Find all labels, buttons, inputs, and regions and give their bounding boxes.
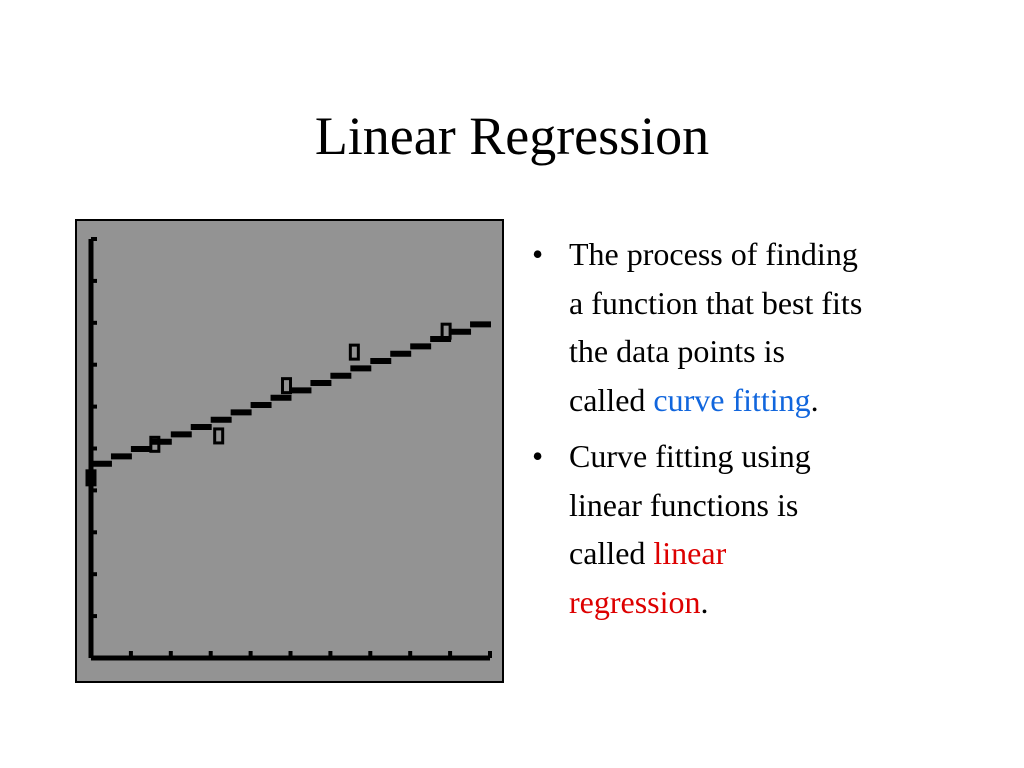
bullet-line: a function that best fits bbox=[569, 284, 863, 321]
term-linear: linear bbox=[653, 535, 727, 571]
bullet-item-linear-regression: • Curve fitting using linear functions i… bbox=[532, 432, 1012, 626]
data-point bbox=[149, 435, 161, 453]
bullet-line: Curve fitting using bbox=[569, 438, 811, 474]
data-point bbox=[440, 322, 452, 340]
term-curve-fitting: curve fitting bbox=[653, 381, 811, 418]
data-point bbox=[85, 469, 97, 487]
bullet-line-suffix: . bbox=[700, 583, 709, 620]
bullet-dot-icon: • bbox=[532, 438, 544, 474]
calculator-plot bbox=[75, 219, 504, 683]
bullet-list: • The process of finding a function that… bbox=[532, 230, 1012, 634]
bullet-item-curve-fitting: • The process of finding a function that… bbox=[532, 230, 1012, 424]
regression-chart bbox=[77, 221, 502, 681]
bullet-line-prefix: called bbox=[569, 535, 654, 571]
data-point bbox=[281, 377, 293, 395]
bullet-line-suffix: . bbox=[810, 381, 819, 418]
slide-title: Linear Regression bbox=[314, 106, 710, 166]
term-regression: regression bbox=[569, 583, 701, 620]
data-point bbox=[213, 427, 225, 445]
bullet-line-prefix: called bbox=[569, 381, 654, 418]
bullet-line: the data points is bbox=[569, 333, 785, 369]
bullet-dot-icon: • bbox=[532, 236, 544, 272]
bullet-line: The process of finding bbox=[569, 236, 858, 272]
data-point bbox=[348, 343, 360, 361]
bullet-line: linear functions is bbox=[569, 486, 799, 523]
